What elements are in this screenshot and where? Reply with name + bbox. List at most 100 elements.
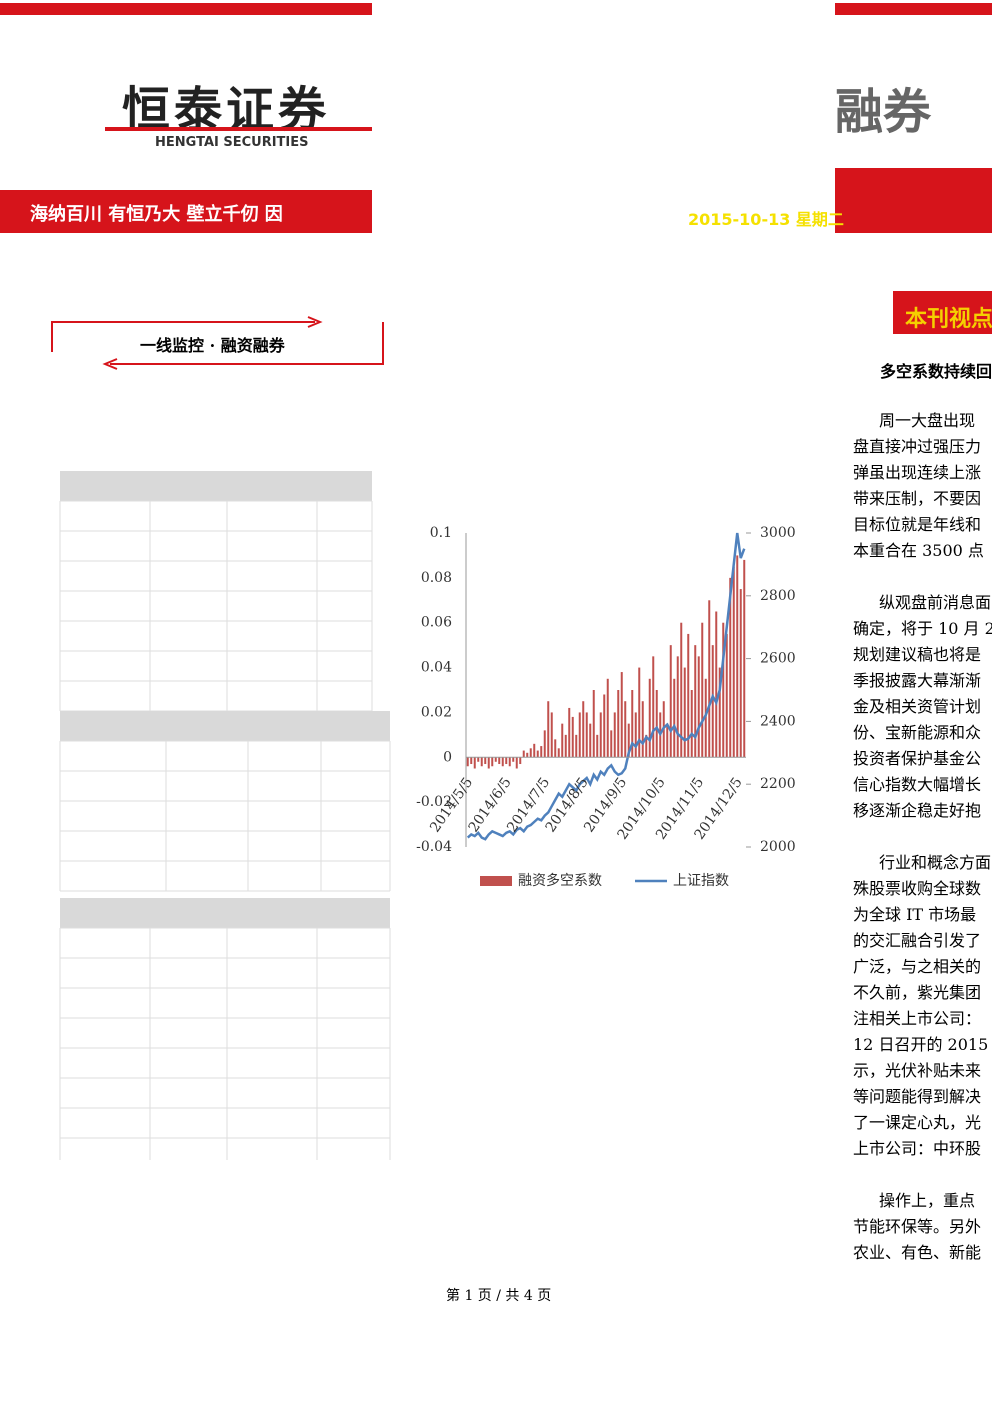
text-line: 不久前，紫光集团 (853, 983, 982, 1002)
text-line: 为全球 IT 市场最 (853, 905, 977, 924)
text-line: 规划建议稿也将是 (853, 645, 982, 664)
text-line: 等问题能得到解决 (853, 1087, 982, 1106)
right-logo: 融券 (835, 84, 932, 140)
bar (645, 734, 648, 758)
bar (585, 712, 588, 758)
bar (687, 633, 690, 758)
bar (666, 723, 669, 758)
tables (59, 471, 391, 1160)
slogan: 海纳百川 有恒乃大 壁立千仞 因 (30, 204, 283, 225)
text-line: 季报披露大幕渐渐 (853, 671, 982, 690)
bar (515, 757, 518, 769)
bar (561, 723, 564, 758)
bar (697, 656, 700, 758)
text-line: 行业和概念方面 (879, 853, 992, 872)
section-frame (51, 316, 384, 370)
bar (568, 707, 571, 758)
footer: 第 1 页 / 共 4 页 (446, 1288, 552, 1304)
sidebar-body: 周一大盘出现盘直接冲过强压力 弹虽出现连续上涨 带来压制，不要因 目标位就是年线和 本重… (853, 408, 992, 1292)
bar (491, 757, 494, 767)
date: 2015-10-13 星期二 (688, 210, 844, 229)
text-line: 本重合在 3500 点 (853, 541, 984, 560)
bar (547, 701, 550, 758)
text-line: 盘直接冲过强压力 (853, 437, 982, 456)
y-tick-label: -0.04 (416, 839, 452, 855)
legend-label: 融资多空系数 (518, 872, 602, 889)
text-line: 农业、有色、新能 (853, 1243, 982, 1262)
bar (725, 633, 728, 758)
bar (571, 716, 574, 758)
text-line: 目标位就是年线和 (853, 515, 982, 534)
bar (683, 667, 686, 758)
text-line: 周一大盘出现 (879, 411, 976, 430)
bar (631, 690, 634, 758)
text-line: 节能环保等。另外 (853, 1217, 982, 1236)
bar (494, 757, 497, 762)
bar (533, 743, 536, 758)
logo-en: HENGTAI SECURITIES (155, 135, 309, 150)
paragraph: 纵观盘前消息面 确定，将于 10 月 2 规划建议稿也将是 季报披露大幕渐渐 金及相关资… (853, 590, 992, 824)
bar (603, 694, 606, 758)
bar (729, 577, 732, 758)
y2-tick-label: 2800 (760, 588, 796, 604)
bar (708, 600, 711, 758)
table-header (60, 711, 390, 741)
bar (613, 712, 616, 758)
bar (617, 690, 620, 758)
y-tick-label: 0 (443, 749, 452, 765)
text-line: 金及相关资管计划 (853, 697, 982, 716)
bar (655, 690, 658, 758)
bar (704, 678, 707, 758)
bar (673, 678, 676, 758)
y2-tick-label: 2200 (760, 776, 796, 792)
bar (592, 690, 595, 758)
bar (505, 757, 508, 765)
bar (641, 701, 644, 758)
red-bar (0, 3, 372, 15)
bar (739, 589, 742, 758)
text-line: 弹虽出现连续上涨 (853, 463, 982, 482)
bar (501, 757, 504, 767)
section-title: 一线监控 · 融资融券 (140, 336, 285, 355)
bar (648, 678, 651, 758)
y2-tick-label: 2600 (760, 651, 796, 667)
text-line: 示，光伏补贴未来 (853, 1061, 982, 1080)
line (466, 532, 746, 841)
bar (550, 712, 553, 758)
y2-tick-label: 3000 (760, 525, 796, 541)
bar (543, 730, 546, 758)
bar (575, 734, 578, 758)
bar (652, 656, 655, 758)
bar (487, 757, 490, 769)
bar (694, 645, 697, 758)
bar (508, 757, 511, 767)
text-line: 投资者保护基金公 (853, 749, 982, 768)
bar (480, 757, 483, 767)
text-line: 带来压制，不要因 (853, 489, 982, 508)
sidebar-title: 本刊视点 (905, 307, 992, 332)
bar (498, 757, 501, 765)
legend-swatch (480, 876, 512, 886)
bar (676, 656, 679, 758)
bar (596, 734, 599, 758)
text-line: 广泛，与之相关的 (853, 957, 982, 976)
y-tick-label: 0.06 (421, 615, 452, 631)
bar (599, 712, 602, 758)
bar (620, 672, 623, 758)
slogan-band: 海纳百川 有恒乃大 壁立千仞 因 (0, 190, 372, 233)
bar (540, 746, 543, 758)
bar (715, 611, 718, 758)
text-line: 纵观盘前消息面 (879, 593, 992, 612)
bar (669, 645, 672, 758)
chart: -0.04 -0.02 0 0.02 0.04 0.06 0.08 0.1 2000 2200 24… (416, 525, 796, 889)
red-bar (835, 3, 992, 15)
text-line: 殊股票收购全球数 (853, 879, 982, 898)
table-header (60, 471, 372, 501)
bar (484, 757, 487, 765)
bar (582, 701, 585, 758)
text-line: 12 日召开的 2015 (853, 1035, 989, 1054)
logo-line (105, 127, 372, 131)
y-tick-label: 0.08 (421, 570, 452, 586)
paragraph: 行业和概念方面 殊股票收购全球数 为全球 IT 市场最 的交汇融合引发了 广泛，与之相关… (853, 850, 992, 1162)
